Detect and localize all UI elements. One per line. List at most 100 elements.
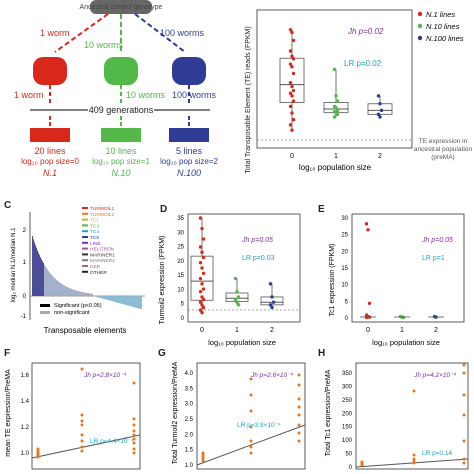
legend-nonsig: non-significant — [54, 310, 90, 316]
data-point — [288, 91, 293, 95]
te-bar — [71, 288, 72, 296]
data-point — [288, 28, 293, 32]
te-bar — [77, 290, 78, 296]
panel-f-marks — [36, 367, 136, 459]
data-point — [200, 295, 204, 299]
te-bar — [84, 292, 85, 296]
legend-n100-dot — [417, 35, 423, 41]
data-point — [132, 429, 136, 433]
te-bar — [102, 296, 103, 299]
data-point — [288, 49, 293, 53]
d-ytick: 25 — [177, 245, 184, 251]
panel-b-xlabel: log₁₀ population size — [299, 163, 372, 172]
te-bar — [85, 292, 86, 296]
e-xtick-1: 1 — [400, 327, 404, 334]
data-point — [290, 30, 294, 35]
data-point — [268, 303, 273, 307]
te-bar — [62, 284, 63, 296]
data-point — [198, 216, 203, 220]
data-point — [236, 303, 241, 307]
te-bar — [70, 288, 71, 296]
data-point — [36, 447, 40, 451]
te-bar — [100, 296, 101, 299]
label-mid-bottom: 10 worms — [126, 90, 166, 100]
data-point — [288, 62, 293, 66]
te-bar — [115, 296, 116, 303]
te-bar — [106, 296, 107, 300]
data-point — [288, 104, 293, 109]
data-point — [291, 57, 296, 61]
panel-c-chart: log₂ median N.1/median N.1 2 1 0 -1 TURM… — [11, 206, 145, 335]
te-bar — [138, 296, 139, 309]
te-bar — [132, 296, 133, 307]
te-bar — [44, 264, 45, 296]
ytick: 200 — [342, 411, 353, 417]
data-point — [249, 409, 253, 413]
n100-name: N.100 — [177, 168, 201, 178]
te-bar — [124, 296, 125, 305]
data-point — [288, 80, 293, 85]
te-bar — [134, 296, 135, 308]
data-point — [335, 99, 340, 103]
te-bar — [63, 284, 64, 296]
te-bar — [32, 236, 33, 296]
data-point — [376, 112, 381, 117]
data-point — [297, 439, 301, 443]
data-point — [249, 377, 253, 381]
panel-h-lr: LR p=0.14 — [422, 450, 453, 457]
te-bar — [119, 296, 120, 304]
te-bar — [57, 280, 58, 296]
te-bar — [53, 276, 54, 296]
panel-b-lr: LR p=0.02 — [344, 59, 382, 68]
legend-sig-swatch — [40, 304, 50, 307]
data-point — [462, 393, 466, 397]
panel-f-frame — [31, 362, 141, 470]
panel-f-letter: F — [4, 348, 11, 359]
te-bar — [86, 292, 87, 296]
data-point — [462, 413, 466, 417]
data-point — [332, 67, 337, 72]
data-point — [270, 295, 274, 299]
panel-h-letter: H — [318, 348, 326, 359]
n100-count: 5 lines — [176, 146, 203, 156]
te-bar — [79, 291, 80, 296]
panel-g-yticks: 4.0 3.5 3.0 2.5 2.0 1.5 1.0 — [185, 371, 194, 469]
te-bar — [98, 296, 99, 298]
te-bar — [43, 263, 44, 296]
data-point — [80, 445, 84, 449]
data-point — [80, 449, 84, 453]
panel-d-ylabel: Turmoil2 expression (FPKM) — [159, 236, 166, 325]
d-ytick: 15 — [177, 273, 184, 279]
te-bar — [125, 296, 126, 305]
ytick: 150 — [342, 425, 353, 431]
te-bar — [47, 269, 48, 296]
legend-n10: N.10 lines — [426, 22, 460, 31]
family-label: CER — [90, 264, 101, 270]
te-bar — [139, 296, 140, 309]
n10-count: 10 lines — [105, 146, 137, 156]
panel-d-jh: Jh p=0.05 — [241, 237, 273, 244]
data-point — [462, 363, 466, 367]
data-point — [249, 445, 253, 449]
te-bar — [48, 270, 49, 296]
label-right-top: 100 worms — [160, 28, 205, 38]
panel-h-jh: Jh p=4.2×10⁻⁴ — [413, 372, 457, 379]
d-ytick: 10 — [177, 287, 184, 293]
panel-b-frame — [256, 9, 413, 149]
data-point — [200, 282, 204, 286]
te-bar — [76, 290, 77, 296]
data-point — [198, 308, 203, 312]
ytick: 350 — [342, 371, 353, 377]
e-ytick: 20 — [341, 249, 348, 255]
te-bar — [90, 293, 91, 296]
data-point — [249, 393, 253, 397]
te-bar — [123, 296, 124, 305]
e-ytick: 10 — [341, 283, 348, 289]
te-bar — [73, 289, 74, 296]
ytick: 3.0 — [185, 402, 194, 408]
panel-g-marks — [201, 373, 301, 463]
data-point — [297, 397, 301, 401]
te-bar — [135, 296, 136, 308]
c-ytick: -1 — [21, 314, 27, 320]
family-label: TC4 — [90, 229, 99, 235]
